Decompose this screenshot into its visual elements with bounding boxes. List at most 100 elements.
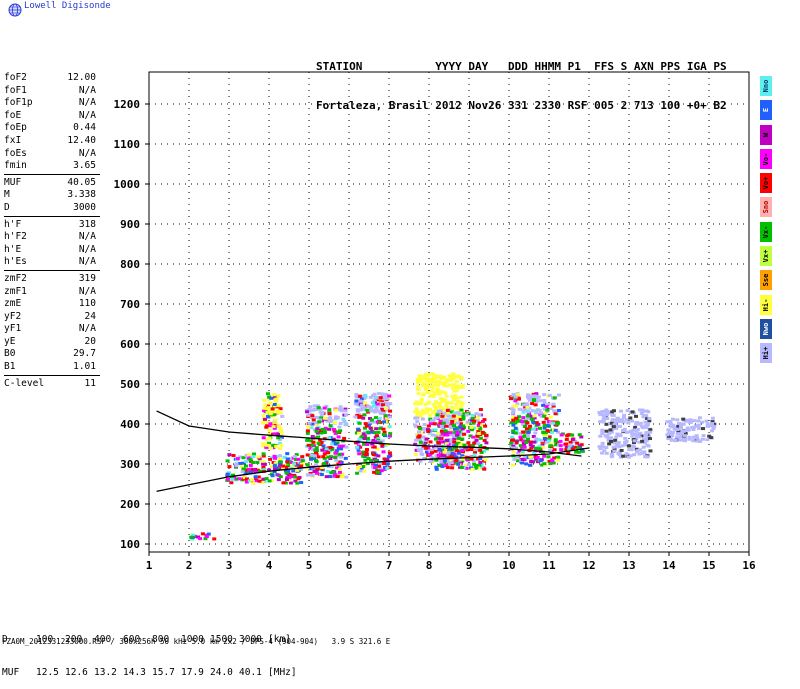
- y-tick-label: 900: [120, 218, 140, 231]
- echo-pixel: [634, 429, 639, 433]
- echo-pixel: [369, 458, 374, 462]
- echo-pixel: [514, 455, 519, 459]
- x-tick-label: 13: [622, 559, 635, 572]
- echo-pixel: [378, 426, 383, 430]
- echo-pixel: [446, 456, 451, 460]
- echo-pixel: [644, 438, 649, 442]
- echo-pixel: [443, 430, 448, 434]
- echo-pixel: [513, 426, 518, 430]
- echo-pixel: [691, 428, 696, 432]
- echo-pixel: [547, 459, 552, 463]
- echo-pixel: [526, 395, 531, 399]
- echo-pixel: [539, 414, 544, 418]
- profile-curve: [156, 447, 590, 492]
- echo-pixel: [381, 450, 386, 454]
- param-row: foF2 12.00: [4, 72, 96, 85]
- echo-pixel: [292, 462, 297, 466]
- echo-pixel: [511, 404, 516, 408]
- echo-pixel: [379, 469, 384, 473]
- echo-pixel: [548, 444, 553, 448]
- echo-pixel: [343, 456, 348, 460]
- echo-pixel: [387, 451, 392, 455]
- echo-pixel: [415, 384, 420, 388]
- echo-pixel: [353, 415, 358, 419]
- echo-pixel: [520, 420, 525, 424]
- echo-pixel: [426, 429, 431, 433]
- echo-pixel: [282, 455, 287, 459]
- echo-pixel: [436, 405, 441, 409]
- echo-pixel: [666, 428, 671, 432]
- echo-pixel: [355, 403, 360, 407]
- x-tick-label: 4: [266, 559, 273, 572]
- echo-pixel: [382, 457, 387, 461]
- echo-pixel: [306, 413, 311, 417]
- echo-pixel: [244, 460, 249, 464]
- echo-pixel: [460, 383, 465, 387]
- echo-pixel: [272, 464, 277, 468]
- echo-pixel: [359, 466, 364, 470]
- echo-pixel: [615, 425, 620, 429]
- echo-pixel: [573, 445, 578, 449]
- curve-point: [428, 458, 430, 460]
- echo-pixel: [439, 424, 444, 428]
- echo-pixel: [338, 405, 343, 409]
- echo-pixel: [630, 410, 635, 414]
- echo-pixel: [421, 435, 426, 439]
- echo-pixel: [668, 436, 673, 440]
- echo-pixel: [278, 447, 283, 451]
- curve-point: [228, 431, 230, 433]
- echo-pixel: [685, 426, 690, 430]
- echo-pixel: [250, 478, 255, 482]
- echo-pixel: [278, 411, 283, 415]
- echo-pixel: [300, 455, 305, 459]
- echo-pixel: [319, 416, 324, 420]
- echo-pixel: [475, 419, 480, 423]
- echo-pixel: [511, 444, 516, 448]
- echo-pixel: [445, 438, 450, 442]
- echo-pixel: [454, 449, 459, 453]
- echo-pixel: [424, 377, 429, 381]
- echo-pixel: [675, 427, 680, 431]
- echo-pixel: [604, 408, 609, 412]
- echo-pixel: [264, 424, 269, 428]
- echo-pixel: [529, 417, 534, 421]
- echo-pixel: [460, 459, 465, 463]
- echo-pixel: [566, 433, 571, 437]
- echo-pixel: [327, 412, 332, 416]
- echo-pixel: [306, 425, 311, 429]
- legend-label: Vo-: [762, 152, 770, 166]
- echo-pixel: [470, 416, 475, 420]
- param-row: h'E N/A: [4, 244, 96, 257]
- echo-pixel: [427, 381, 432, 385]
- echo-pixel: [342, 436, 347, 440]
- echo-pixel: [443, 429, 448, 433]
- echo-pixel: [333, 417, 338, 421]
- echo-pixel: [449, 377, 454, 381]
- echo-pixel: [628, 416, 633, 420]
- echo-pixel: [517, 407, 522, 411]
- echo-pixel: [244, 480, 249, 484]
- param-value: 12.00: [67, 72, 96, 83]
- legend-item: Hi+: [760, 343, 772, 364]
- echo-pixel: [639, 411, 644, 415]
- echo-pixel: [600, 441, 605, 445]
- echo-pixel: [442, 459, 447, 463]
- echo-pixel: [647, 419, 652, 423]
- echo-pixel: [639, 451, 644, 455]
- echo-pixel: [437, 382, 442, 386]
- echo-pixel: [269, 456, 274, 460]
- echo-pixel: [564, 448, 569, 452]
- echo-pixel: [356, 466, 361, 470]
- echo-pixel: [276, 436, 281, 440]
- echo-pixel: [429, 389, 434, 393]
- echo-pixel: [413, 410, 418, 414]
- echo-pixel: [471, 421, 476, 425]
- echo-pixel: [418, 401, 423, 405]
- echo-pixel: [414, 448, 419, 452]
- echo-pixel: [266, 392, 271, 396]
- echo-pixel: [329, 425, 334, 429]
- legend-item: W: [760, 124, 772, 145]
- echo-pixel: [604, 451, 609, 455]
- echo-pixel: [322, 462, 327, 466]
- echo-pixel: [415, 420, 420, 424]
